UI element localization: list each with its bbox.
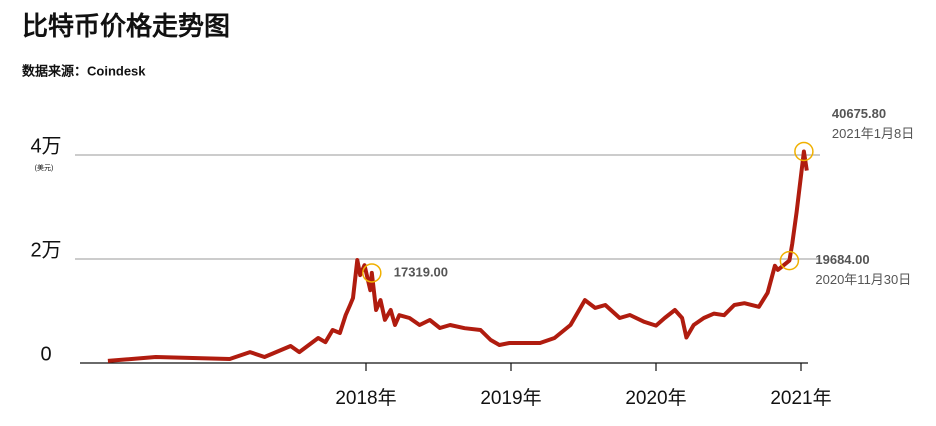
annotation-circle [779,250,800,271]
chart-title: 比特币价格走势图 [22,11,230,41]
annotation-date: 2021年1月8日 [832,126,914,141]
price-line [107,149,809,363]
annotation-value: 40675.80 [832,106,886,121]
y-tick-label: 2万 [30,239,61,261]
x-tick-label: 2020年 [625,387,686,409]
annotation-value: 19684.00 [815,252,869,267]
x-tick-label: 2018年 [335,387,396,409]
annotation-circle [362,263,382,283]
annotation-circle [794,141,814,162]
y-tick-label: 0 [40,343,51,365]
chart-subtitle: 数据来源：Coindesk [22,63,146,78]
annotation-date: 2020年11月30日 [815,272,911,287]
x-tick-label: 2021年 [770,387,831,409]
y-axis-unit: (美元) [35,163,54,172]
annotation-value: 17319.00 [394,264,448,279]
x-tick-label: 2019年 [480,387,541,409]
y-tick-label: 4万 [30,135,61,157]
